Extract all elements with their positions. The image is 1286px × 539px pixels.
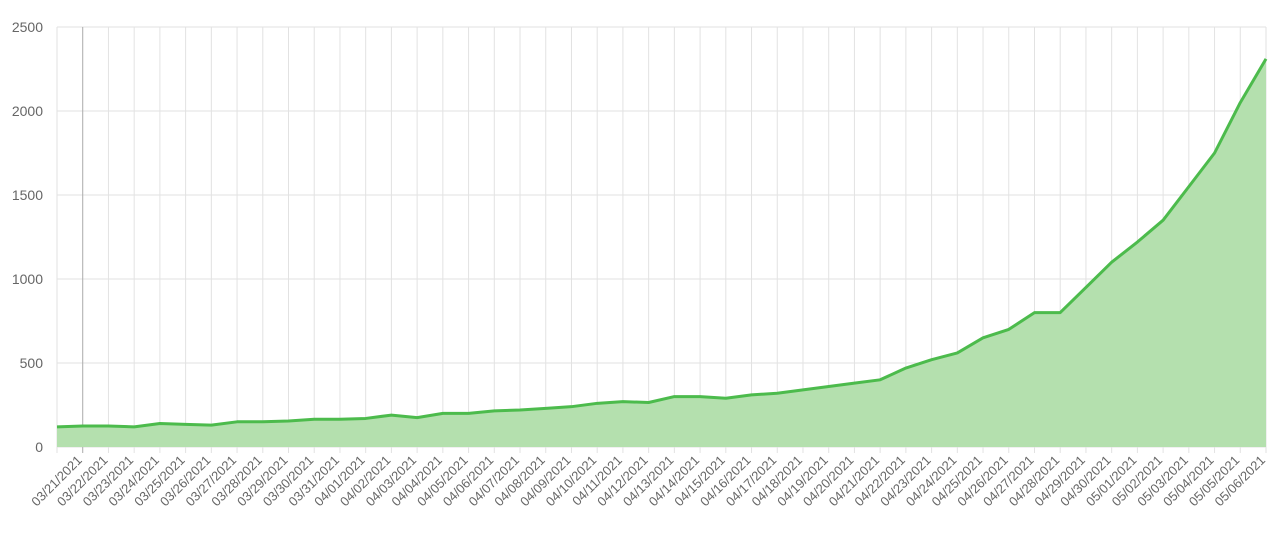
- y-tick-label: 500: [20, 355, 44, 371]
- y-tick-label: 1000: [12, 271, 43, 287]
- line: [56, 58, 1268, 429]
- y-tick-label: 0: [35, 439, 43, 455]
- area: [57, 58, 1266, 448]
- y-tick-label: 2000: [12, 103, 43, 119]
- y-tick-label: 2500: [12, 19, 43, 35]
- y-tick-label: 1500: [12, 187, 43, 203]
